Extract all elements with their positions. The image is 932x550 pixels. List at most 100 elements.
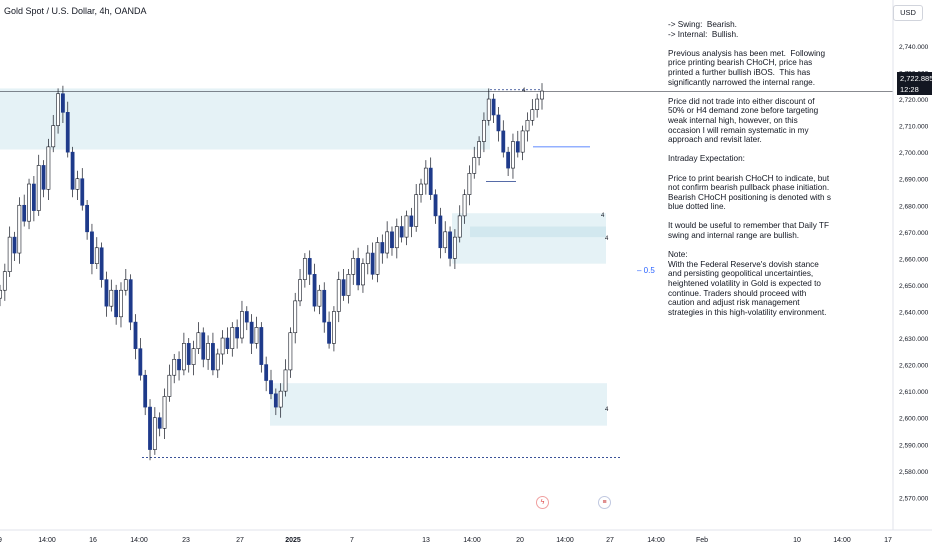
price-tick-label: 2,620.000 — [899, 363, 929, 370]
candle-body-down — [273, 393, 278, 408]
candle-body-up — [278, 390, 283, 408]
candle-body-down — [225, 337, 230, 349]
candle-body-down — [428, 167, 433, 195]
time-tick-label: 16 — [89, 537, 97, 544]
candle-body-up — [94, 247, 99, 264]
candle — [491, 93, 496, 123]
time-axis[interactable]: 9 14:00 16 14:00 23 27 2025 7 13 14:00 20 14:00 27 14… — [0, 529, 932, 544]
time-tick-label: 14:00 — [130, 537, 148, 544]
candle-body-up — [2, 271, 7, 291]
candle — [172, 353, 177, 384]
candle-body-up — [298, 279, 302, 302]
candle-body-down — [133, 321, 138, 349]
candle-body-down — [114, 289, 119, 318]
us-flag-event-icon[interactable]: ≡ — [598, 496, 611, 509]
candle-body-down — [322, 289, 327, 323]
candle-body-up — [332, 311, 336, 344]
candle-body-up — [27, 183, 31, 222]
candle — [235, 319, 240, 349]
candle — [269, 369, 273, 400]
candle-body-down — [515, 141, 520, 153]
candle-body-down — [307, 258, 312, 275]
candle — [409, 207, 414, 238]
price-tick-label: 2,570.000 — [899, 495, 929, 502]
candle-body-up — [511, 141, 515, 169]
candle — [419, 178, 423, 203]
candle-body-down — [269, 380, 273, 395]
candles-layer — [0, 83, 544, 461]
candle-body-up — [361, 263, 365, 286]
candle — [0, 284, 2, 307]
candle — [511, 133, 515, 179]
candle-body-down — [177, 358, 181, 371]
chart-title: Gold Spot / U.S. Dollar, 4h, OANDA — [4, 6, 147, 16]
candle-body-down — [264, 364, 269, 381]
candle — [525, 112, 530, 142]
candle-body-up — [472, 157, 477, 174]
candle — [457, 205, 462, 243]
candle — [380, 234, 385, 264]
candle — [336, 271, 341, 323]
candle-body-down — [70, 151, 75, 190]
candle — [356, 247, 361, 291]
candle-body-up — [75, 178, 80, 190]
fib-value: 0.5 — [643, 266, 655, 275]
candle — [390, 226, 394, 256]
candle — [520, 125, 525, 161]
candle-body-up — [419, 183, 423, 195]
candle — [482, 112, 486, 153]
price-tick-label: 2,680.000 — [899, 203, 929, 210]
candle-body-down — [370, 252, 375, 275]
candle — [423, 160, 428, 195]
zone-marker: 4 — [522, 88, 526, 94]
candle-body-down — [380, 242, 385, 254]
candle-body-up — [520, 130, 525, 153]
candle — [7, 226, 12, 277]
candle — [370, 242, 375, 280]
candle-body-up — [457, 215, 462, 238]
candle-body-up — [191, 348, 196, 365]
candle-body-up — [385, 231, 390, 254]
candle — [346, 269, 351, 304]
price-tick-label: 2,700.000 — [899, 150, 929, 157]
lightning-event-icon[interactable]: ϟ — [536, 496, 549, 509]
candle-body-down — [259, 327, 264, 365]
candle — [162, 388, 167, 439]
candle — [148, 399, 152, 461]
candle — [283, 359, 288, 397]
price-tick-label: 2,720.000 — [899, 97, 929, 104]
candle-body-up — [346, 274, 351, 296]
candle — [61, 85, 65, 123]
time-tick-label: 17 — [884, 537, 892, 544]
candle — [399, 215, 404, 243]
candle-body-up — [206, 343, 210, 360]
candle-body-up — [302, 258, 307, 280]
candle-body-down — [399, 226, 404, 238]
candle-body-down — [22, 204, 27, 222]
candle — [206, 335, 210, 370]
time-tick-label: 14:00 — [556, 537, 574, 544]
candle-body-down — [438, 215, 443, 249]
candle — [443, 221, 448, 254]
candle-body-down — [201, 332, 206, 360]
candle-body-up — [162, 396, 167, 429]
candle — [177, 351, 181, 381]
candle-body-down — [409, 215, 414, 227]
candle-body-down — [80, 178, 85, 206]
candle — [225, 327, 230, 354]
candle-body-up — [288, 332, 293, 371]
candle — [51, 114, 56, 153]
candle — [17, 197, 22, 264]
candle — [341, 269, 346, 301]
currency-button[interactable]: USD — [893, 5, 923, 21]
candle-body-up — [336, 279, 341, 312]
candle — [152, 407, 157, 455]
candle — [85, 199, 90, 240]
current-price-badge: 2,722.885 12:28 — [897, 72, 932, 95]
candle-body-down — [491, 98, 496, 116]
candle — [496, 107, 501, 142]
candle — [128, 274, 133, 331]
candle — [486, 88, 491, 126]
candle-body-up — [452, 236, 457, 259]
